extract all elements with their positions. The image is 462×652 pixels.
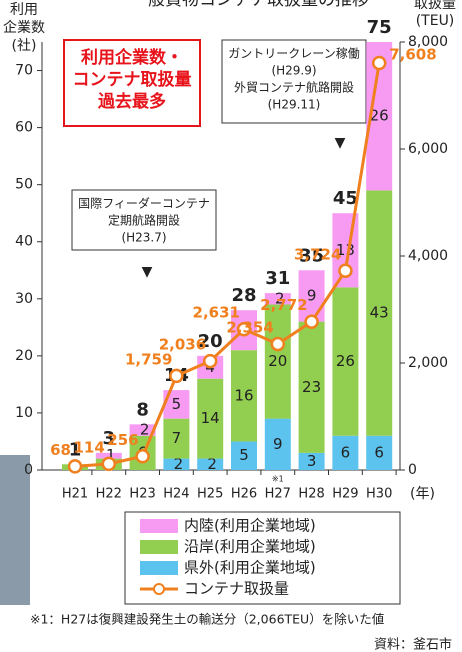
x-tick-label: H29 [332,487,358,502]
segment-label: 14 [201,409,220,427]
annotation: 国際フィーダーコンテナ [78,196,210,211]
segment-label: 9 [307,286,317,304]
line-value-label: 2,354 [226,319,273,337]
line-value-label: 68 [50,441,71,459]
y-axis-label: (社) [12,38,37,54]
segment-label: 6 [374,443,384,461]
segment-label: 5 [239,446,249,464]
legend-swatch [140,519,178,533]
total-label: 8 [136,399,149,420]
x-tick-label: H30 [366,487,392,502]
y2-tick-label: 4,000 [408,248,448,264]
segment-label: 20 [268,352,287,370]
x-tick-label: H22 [96,487,122,502]
y2-tick-label: 0 [408,462,417,478]
legend-marker [154,584,164,594]
arrow: ▼ [335,135,346,151]
x-tick-label: H23 [129,487,155,502]
total-label: 31 [265,268,290,289]
y2-tick-label: 2,000 [408,355,448,371]
line-value-label: 256 [107,431,138,449]
total-label: 75 [367,17,392,38]
legend-label: 沿岸(利用企業地域) [184,538,316,556]
x-tick-label: H26 [231,487,257,502]
x-tick-label: H28 [298,487,324,502]
segment-label: 5 [172,395,182,413]
x-tick-label: H24 [163,487,189,502]
line-marker [339,265,351,277]
line-marker [373,57,385,69]
x-tick-label: H27 [265,487,291,502]
segment-label: 7 [172,429,182,447]
annotation: (H29.9) [271,64,316,78]
line-marker [103,458,115,470]
line-marker [272,338,284,350]
annotation: (H29.11) [268,98,321,112]
segment-label: 43 [370,304,389,322]
y-tick-label: 30 [15,291,33,307]
x-tick-label: H21 [62,487,88,502]
x-axis-unit: (年) [410,486,435,502]
y-tick-label: 70 [15,63,33,79]
segment-label: 2 [140,421,150,439]
annotation: ガントリークレーン稼働 [228,46,359,61]
segment-label: 16 [234,386,253,404]
y-axis-label: 利用 [10,2,38,18]
annotation: 外貿コンテナ航路開設 [234,80,354,95]
segment-label: 23 [302,378,321,396]
legend-label: コンテナ取扱量 [184,580,289,598]
segment-label: 3 [307,452,317,470]
line-value-label: 3,724 [294,245,341,263]
y-tick-label: 20 [15,348,33,364]
annotation: 利用企業数・ [81,47,183,68]
legend-swatch [140,561,178,575]
y-tick-label: 50 [15,177,33,193]
y2-axis-label: 取扱量 [414,0,456,12]
line-marker [306,316,318,328]
line-marker [170,370,182,382]
category-note: ※1 [272,475,284,484]
segment-label: 26 [336,352,355,370]
line-value-label: 7,608 [389,45,436,63]
y-axis-label: 企業数 [3,19,45,36]
y-tick-label: 10 [15,405,33,421]
y2-tick-label: 6,000 [408,141,448,157]
legend-swatch [140,540,178,554]
total-label: 45 [333,188,358,209]
chart-title: 一般貨物コンテナ取扱量の推移 [131,0,369,10]
annotation: 過去最多 [98,91,166,112]
line-marker [204,355,216,367]
segment-label: 9 [273,435,283,453]
annotation: コンテナ取扱量 [73,69,192,90]
y2-axis-label: (TEU) [416,13,455,29]
source: 資料：釜石市 [374,637,452,652]
y-tick-label: 60 [15,120,33,136]
line-value-label: 2,772 [260,296,307,314]
y-tick-label: 0 [24,462,33,478]
chart: 一般貨物コンテナ取扱量の推移 利用 企業数 (社) 取扱量 (TEU) (年) … [0,0,462,652]
line-value-label: 2,036 [159,336,206,354]
annotation: (H23.7) [121,231,166,245]
y-tick-label: 40 [15,234,33,250]
x-tick-label: H25 [197,487,223,502]
line-value-label: 114 [73,438,104,456]
legend-label: 内陸(利用企業地域) [184,517,316,535]
segment-label: 6 [341,443,351,461]
footnote: ※1：H27は復興建設発生土の輸送分（2,066TEU）を除いた値 [30,612,384,627]
line-marker [137,450,149,462]
legend-label: 県外(利用企業地域) [184,559,316,577]
arrow: ▼ [142,264,153,280]
annotation: 定期航路開設 [108,213,180,228]
line-marker [69,460,81,472]
